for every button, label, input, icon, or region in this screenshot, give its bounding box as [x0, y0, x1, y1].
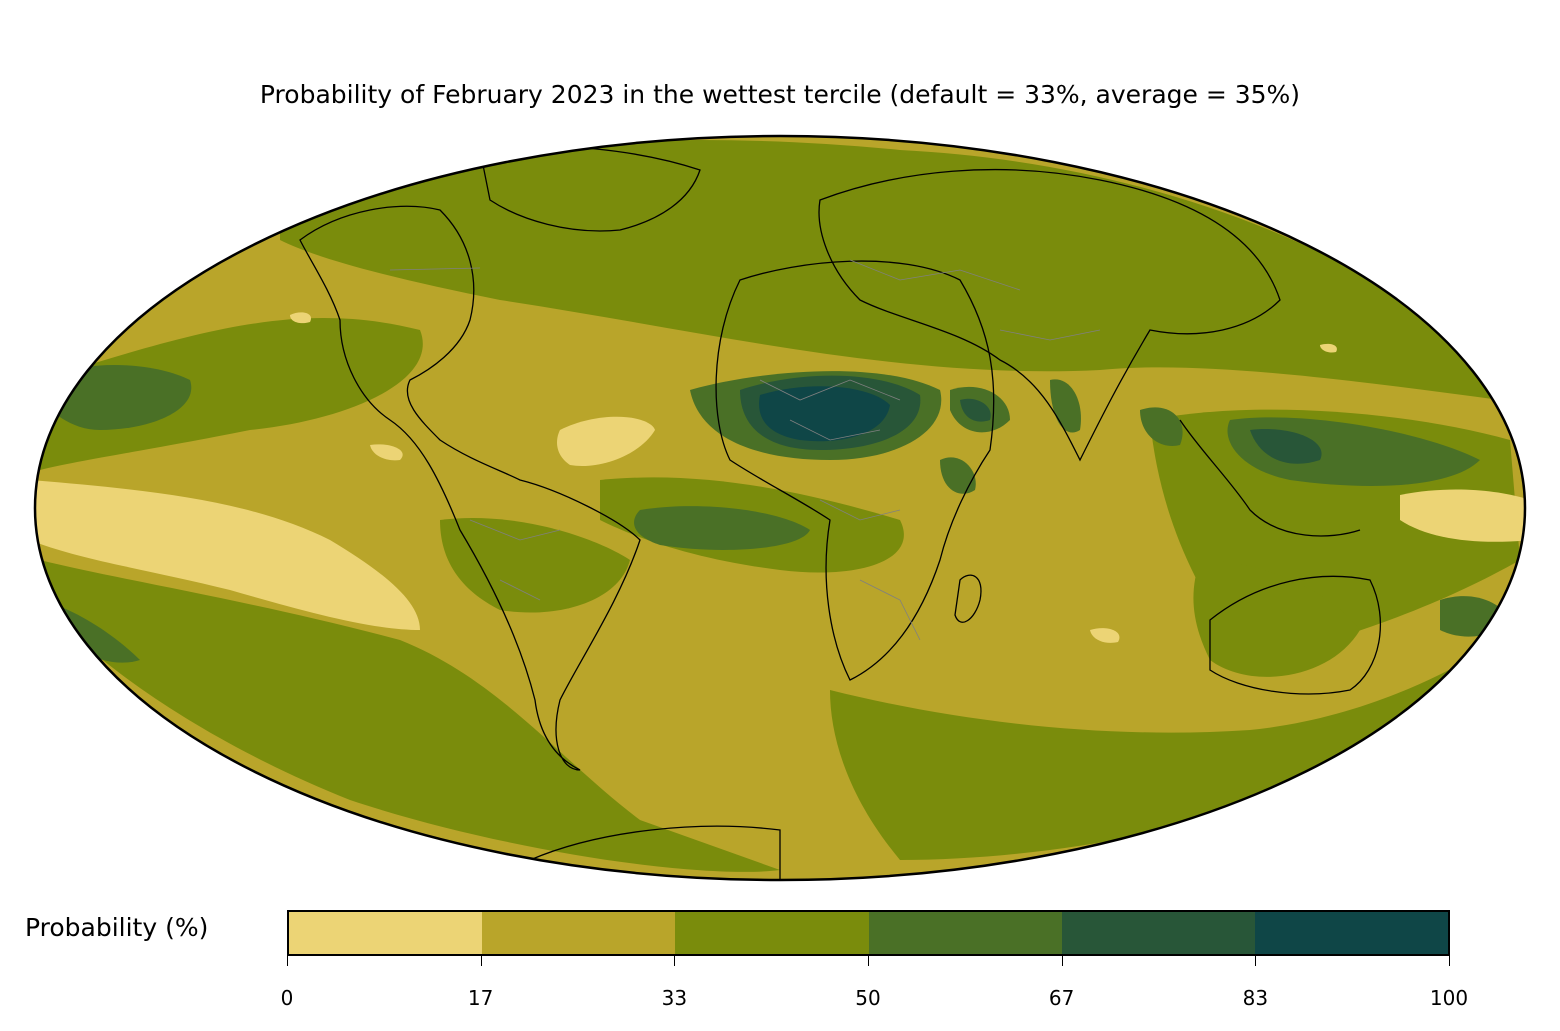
coastlines: [299, 145, 1382, 880]
map-title: Probability of February 2023 in the wett…: [259, 80, 1301, 109]
colorbar-segment: [1061, 912, 1255, 954]
colorbar-tick: [868, 956, 869, 966]
colorbar-tick: [1449, 956, 1450, 966]
colorbar-segment: [289, 912, 483, 954]
globe-outline: [33, 134, 1527, 882]
colorbar-label: Probability (%): [25, 913, 209, 942]
colorbar-segment: [1254, 912, 1449, 954]
colorbar-segment: [868, 912, 1062, 954]
colorbar-tick-label: 50: [855, 986, 881, 1010]
world-map: [33, 134, 1527, 882]
colorbar-tick-label: 67: [1048, 986, 1075, 1010]
colorbar-tick: [674, 956, 676, 966]
colorbar-tick-label: 33: [661, 986, 688, 1010]
colorbar-tick-label: 83: [1242, 986, 1269, 1010]
probability-field: [35, 136, 1525, 880]
colorbar-segment: [675, 912, 869, 954]
country-borders: [389, 259, 1101, 641]
colorbar-tick-label: 100: [1429, 986, 1469, 1010]
colorbar-segment: [482, 912, 676, 954]
colorbar-tick-label: 17: [467, 986, 494, 1010]
colorbar: [287, 910, 1450, 956]
colorbar-tick: [1061, 956, 1063, 966]
colorbar-tick: [480, 956, 482, 966]
colorbar-tick: [287, 956, 288, 966]
colorbar-tick: [1255, 956, 1257, 966]
colorbar-tick-label: 0: [280, 986, 294, 1010]
